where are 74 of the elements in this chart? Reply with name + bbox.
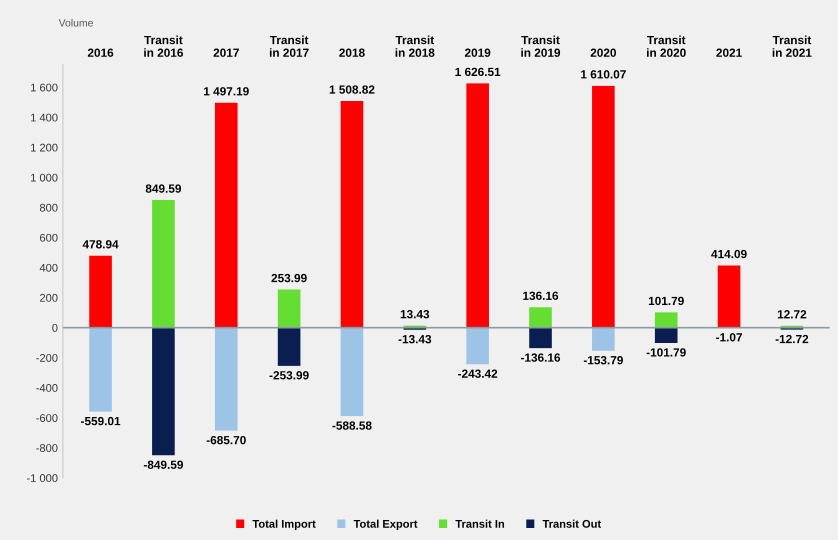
x-tick-label: Transit in 2016 xyxy=(144,36,183,57)
data-label: 101.79 xyxy=(648,296,684,306)
legend-label: Transit Out xyxy=(542,520,602,528)
bar xyxy=(654,328,678,343)
data-label: -253.99 xyxy=(270,371,309,380)
legend-label: Total Import xyxy=(252,520,316,530)
bar xyxy=(592,328,615,351)
y-tick-label: -200 xyxy=(36,354,58,362)
y-tick-label: 1 600 xyxy=(31,84,58,92)
y-tick-label: 1 200 xyxy=(31,144,58,152)
x-tick-label: Transit in 2021 xyxy=(772,36,812,57)
bar xyxy=(278,328,300,366)
data-label: 12.72 xyxy=(778,310,806,318)
data-label: 253.99 xyxy=(271,274,307,282)
data-label: -588.58 xyxy=(332,421,372,430)
x-tick-label: 2021 xyxy=(716,48,742,57)
y-tick-label: 1 400 xyxy=(31,114,58,122)
y-tick-label: 200 xyxy=(40,294,58,302)
data-label: -13.43 xyxy=(398,334,432,344)
x-tick-label: 2017 xyxy=(214,48,239,57)
data-label: 1 497.19 xyxy=(204,87,249,96)
bar xyxy=(152,328,175,456)
data-label: -243.42 xyxy=(458,370,498,378)
bar xyxy=(466,328,489,364)
data-label: -136.16 xyxy=(520,353,560,362)
data-label: 1 610.07 xyxy=(581,70,626,79)
data-label: 478.94 xyxy=(82,240,119,248)
y-tick-label: -400 xyxy=(36,384,58,392)
data-label: -12.72 xyxy=(776,334,808,344)
y-axis-title: Volume xyxy=(58,18,93,27)
bar xyxy=(214,328,238,431)
data-label: -153.79 xyxy=(584,356,623,364)
x-tick-label: Transit in 2020 xyxy=(646,36,686,57)
bar xyxy=(152,200,175,328)
bar xyxy=(340,101,364,328)
legend-label: Transit In xyxy=(455,520,504,528)
bar xyxy=(592,86,615,328)
y-tick-label: 800 xyxy=(40,204,58,212)
x-tick-label: 2019 xyxy=(464,48,490,57)
data-label: -849.59 xyxy=(144,460,183,469)
data-label: -1.07 xyxy=(716,333,742,342)
x-tick-label: 2018 xyxy=(339,48,365,57)
data-label: 1 508.82 xyxy=(330,85,374,94)
y-tick-label: 1 000 xyxy=(31,174,58,182)
y-tick-label: 600 xyxy=(40,234,58,242)
data-label: 849.59 xyxy=(146,184,182,193)
bar xyxy=(654,312,678,328)
data-label: -685.70 xyxy=(206,436,246,444)
x-tick-label: 2020 xyxy=(590,48,616,57)
data-label: 414.09 xyxy=(711,250,747,258)
x-tick-label: 2016 xyxy=(88,48,114,57)
data-label: -101.79 xyxy=(646,348,686,357)
bar xyxy=(718,265,740,328)
y-tick-label: -800 xyxy=(36,444,58,452)
x-tick-label: Transit in 2017 xyxy=(270,36,309,57)
bar xyxy=(466,83,489,328)
data-label: 1 626.51 xyxy=(455,68,500,76)
bar xyxy=(278,290,300,328)
bar xyxy=(529,307,552,328)
x-tick-label: Transit in 2018 xyxy=(396,36,434,57)
y-tick-label: 0 xyxy=(52,324,58,332)
bar xyxy=(89,328,112,412)
bar xyxy=(214,102,238,328)
y-tick-label: -600 xyxy=(36,414,58,422)
bar xyxy=(529,328,552,348)
data-label: 136.16 xyxy=(523,292,558,300)
bar xyxy=(340,328,364,416)
y-tick-label: -1 000 xyxy=(26,474,58,482)
x-tick-label: Transit in 2019 xyxy=(521,36,560,57)
bar xyxy=(89,256,112,328)
y-tick-label: 400 xyxy=(40,264,58,272)
legend-label: Total Export xyxy=(354,520,418,530)
data-label: -559.01 xyxy=(81,416,120,426)
data-label: 13.43 xyxy=(400,310,430,318)
